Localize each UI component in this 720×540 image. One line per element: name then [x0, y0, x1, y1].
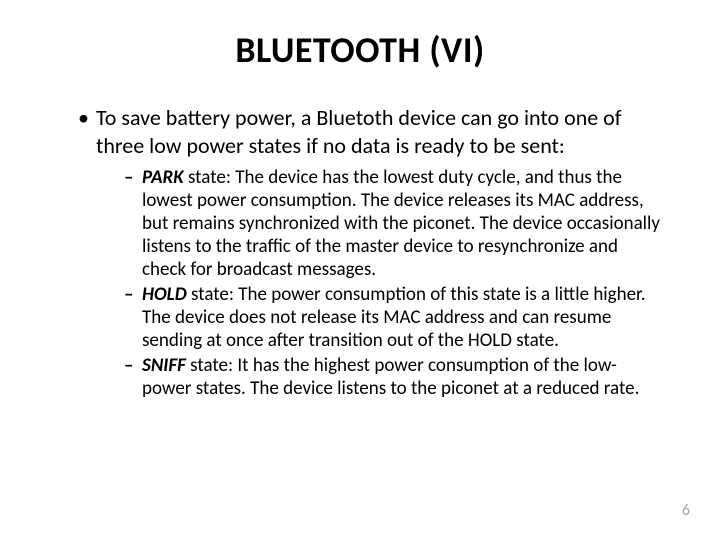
- bullet-level-2: – HOLD state: The power consumption of t…: [124, 283, 662, 352]
- state-label: PARK: [142, 166, 184, 189]
- dash-icon: –: [124, 283, 142, 352]
- sub-bullet-text: PARK state: The device has the lowest du…: [142, 166, 662, 281]
- slide: BLUETOOTH (VI) • To save battery power, …: [0, 0, 720, 540]
- bullet-level-2: – SNIFF state: It has the highest power …: [124, 354, 662, 400]
- state-desc: state: The power consumption of this sta…: [142, 283, 646, 352]
- sub-bullet-text: SNIFF state: It has the highest power co…: [142, 354, 662, 400]
- state-label: HOLD: [142, 283, 187, 306]
- page-number: 6: [682, 501, 690, 520]
- bullet-level-1: • To save battery power, a Bluetoth devi…: [78, 104, 670, 160]
- bullet-l1-text: To save battery power, a Bluetoth device…: [96, 104, 670, 160]
- slide-title: BLUETOOTH (VI): [40, 28, 680, 72]
- dash-icon: –: [124, 166, 142, 281]
- sub-bullet-text: HOLD state: The power consumption of thi…: [142, 283, 662, 352]
- dash-icon: –: [124, 354, 142, 400]
- state-desc: state: It has the highest power consumpt…: [142, 354, 639, 400]
- bullet-dot-icon: •: [78, 104, 96, 160]
- state-label: SNIFF: [142, 354, 186, 377]
- state-desc: state: The device has the lowest duty cy…: [142, 166, 660, 281]
- bullet-level-2: – PARK state: The device has the lowest …: [124, 166, 662, 281]
